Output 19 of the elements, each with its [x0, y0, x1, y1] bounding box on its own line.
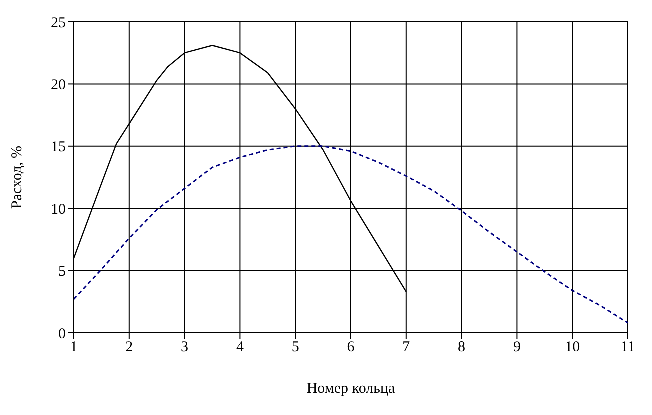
x-tick-label: 1 [70, 340, 78, 356]
x-tick-label: 2 [126, 340, 134, 356]
y-tick-label: 25 [51, 15, 66, 32]
x-axis-title: Номер кольца [306, 381, 396, 397]
y-tick-label: 0 [58, 326, 66, 342]
x-tick-label: 9 [513, 340, 521, 356]
x-tick-label: 7 [402, 340, 411, 356]
x-tick-label: 8 [458, 340, 466, 356]
x-tick-label: 5 [292, 340, 300, 356]
x-tick-label: 4 [236, 340, 244, 356]
x-tick-label: 11 [620, 340, 636, 356]
y-tick-label: 20 [51, 78, 66, 94]
x-tick-label: 10 [565, 340, 580, 356]
y-axis-title: Расход, % [9, 146, 26, 210]
x-tick-label: 6 [347, 340, 356, 356]
y-tick-label: 10 [51, 202, 66, 218]
y-tick-label: 5 [58, 264, 66, 280]
x-tick-label: 3 [181, 340, 189, 356]
y-tick-label: 15 [51, 140, 66, 156]
